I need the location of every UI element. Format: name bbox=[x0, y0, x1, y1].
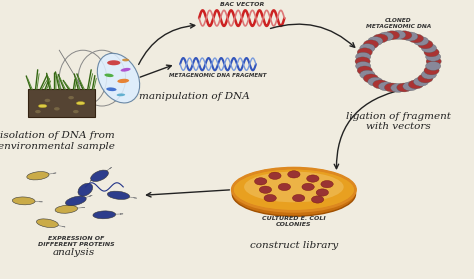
Circle shape bbox=[264, 194, 276, 202]
Circle shape bbox=[311, 196, 324, 203]
Circle shape bbox=[384, 83, 400, 92]
Ellipse shape bbox=[55, 205, 78, 213]
Ellipse shape bbox=[232, 172, 356, 216]
Circle shape bbox=[424, 66, 439, 75]
Circle shape bbox=[378, 82, 393, 91]
Circle shape bbox=[391, 30, 406, 39]
Circle shape bbox=[373, 80, 388, 89]
Circle shape bbox=[426, 57, 441, 66]
Circle shape bbox=[288, 171, 300, 178]
Circle shape bbox=[355, 57, 370, 66]
Circle shape bbox=[424, 48, 439, 57]
Circle shape bbox=[413, 37, 428, 45]
Ellipse shape bbox=[107, 60, 120, 65]
Circle shape bbox=[307, 175, 319, 182]
Ellipse shape bbox=[120, 68, 131, 72]
Ellipse shape bbox=[106, 87, 117, 91]
Ellipse shape bbox=[97, 53, 140, 103]
Circle shape bbox=[426, 61, 441, 70]
Ellipse shape bbox=[108, 191, 129, 199]
Circle shape bbox=[255, 178, 267, 185]
Circle shape bbox=[403, 32, 418, 41]
Ellipse shape bbox=[27, 172, 49, 180]
Circle shape bbox=[397, 83, 412, 92]
Ellipse shape bbox=[91, 170, 109, 181]
Circle shape bbox=[368, 37, 383, 45]
Ellipse shape bbox=[36, 219, 58, 228]
Circle shape bbox=[368, 77, 383, 86]
Text: CULTURED E. COLI
COLONIES: CULTURED E. COLI COLONIES bbox=[262, 216, 326, 227]
Ellipse shape bbox=[12, 197, 35, 205]
Text: CLONED
METAGENOMIC DNA: CLONED METAGENOMIC DNA bbox=[365, 18, 431, 29]
Circle shape bbox=[364, 74, 379, 83]
Ellipse shape bbox=[78, 183, 93, 196]
Text: METAGENOMIC DNA FRAGMENT: METAGENOMIC DNA FRAGMENT bbox=[169, 73, 267, 78]
Circle shape bbox=[356, 61, 371, 70]
Circle shape bbox=[292, 194, 305, 202]
Circle shape bbox=[421, 44, 437, 52]
Circle shape bbox=[397, 31, 412, 40]
Circle shape bbox=[259, 186, 272, 193]
Circle shape bbox=[356, 52, 371, 61]
Circle shape bbox=[408, 34, 424, 43]
Ellipse shape bbox=[38, 104, 47, 108]
Circle shape bbox=[403, 82, 418, 91]
Ellipse shape bbox=[93, 211, 116, 219]
Text: analysis: analysis bbox=[52, 248, 95, 257]
Circle shape bbox=[408, 80, 424, 89]
Ellipse shape bbox=[76, 102, 85, 105]
Circle shape bbox=[413, 77, 428, 86]
Text: BAC VECTOR: BAC VECTOR bbox=[219, 2, 264, 7]
Ellipse shape bbox=[122, 59, 129, 61]
Text: manipulation of DNA: manipulation of DNA bbox=[139, 92, 250, 101]
Circle shape bbox=[360, 44, 375, 52]
Ellipse shape bbox=[232, 168, 356, 211]
Circle shape bbox=[302, 183, 314, 191]
Ellipse shape bbox=[118, 79, 129, 83]
Circle shape bbox=[54, 107, 60, 110]
Circle shape bbox=[418, 74, 433, 83]
Circle shape bbox=[373, 34, 388, 43]
Bar bbox=[28, 89, 95, 117]
Circle shape bbox=[35, 110, 41, 113]
Circle shape bbox=[384, 31, 400, 40]
Circle shape bbox=[316, 189, 328, 196]
Circle shape bbox=[73, 110, 79, 113]
Circle shape bbox=[45, 99, 50, 102]
Text: isolation of DNA from
environmental sample: isolation of DNA from environmental samp… bbox=[0, 131, 115, 151]
Text: EXPRESSION OF
DIFFERENT PROTEINS: EXPRESSION OF DIFFERENT PROTEINS bbox=[37, 236, 114, 247]
Ellipse shape bbox=[244, 172, 344, 202]
Circle shape bbox=[378, 32, 393, 41]
Circle shape bbox=[426, 52, 441, 61]
Circle shape bbox=[269, 172, 281, 179]
Circle shape bbox=[418, 40, 433, 49]
Ellipse shape bbox=[117, 93, 125, 96]
Circle shape bbox=[364, 40, 379, 49]
Text: construct library: construct library bbox=[250, 241, 338, 250]
Circle shape bbox=[357, 66, 373, 75]
Ellipse shape bbox=[65, 196, 86, 206]
Ellipse shape bbox=[104, 74, 114, 77]
Circle shape bbox=[421, 70, 437, 79]
Circle shape bbox=[68, 96, 74, 99]
Circle shape bbox=[360, 70, 375, 79]
Circle shape bbox=[357, 48, 373, 57]
Circle shape bbox=[391, 83, 406, 92]
Circle shape bbox=[278, 183, 291, 191]
Circle shape bbox=[321, 181, 333, 188]
Text: ligation of fragment
with vectors: ligation of fragment with vectors bbox=[346, 112, 451, 131]
